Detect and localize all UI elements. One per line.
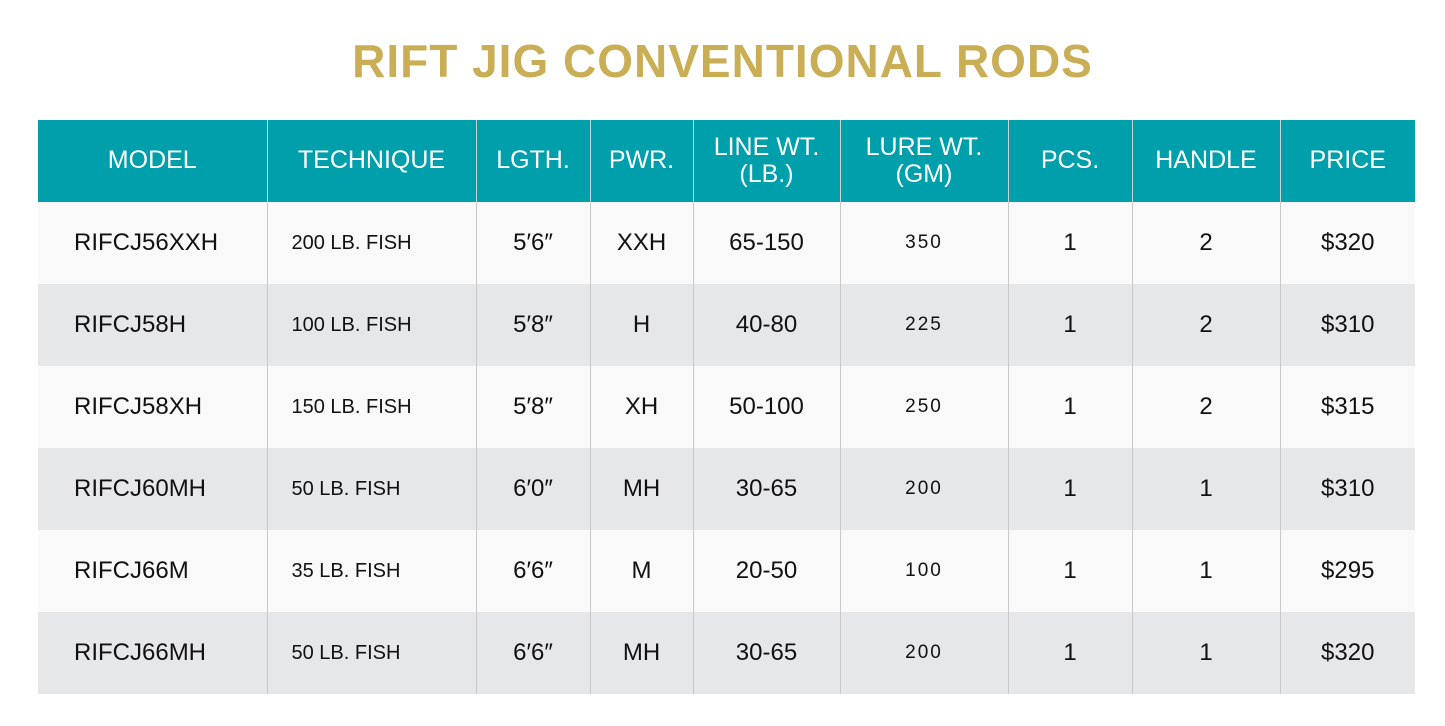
cell-handle: 2 [1131,284,1280,366]
cell-line-weight: 50-100 [692,366,840,448]
cell-lure-weight: 200 [839,448,1008,530]
cell-lure-weight: 100 [839,530,1008,612]
cell-model: RIFCJ56XXH [38,202,267,284]
cell-line-weight: 20-50 [692,530,840,612]
cell-handle: 2 [1131,366,1280,448]
cell-lure-weight: 250 [839,366,1008,448]
cell-handle: 1 [1131,612,1280,694]
table-row: RIFCJ60MH 50 LB. FISH 6′0″ MH 30-65 200 1 1 $310 [38,448,1415,530]
cell-pieces: 1 [1007,202,1132,284]
cell-handle: 1 [1131,448,1280,530]
cell-line-weight: 65-150 [692,202,840,284]
cell-technique: 50 LB. FISH [266,612,476,694]
cell-price: $310 [1279,284,1415,366]
column-header-line-weight: LINE WT. (LB.) [692,120,840,202]
cell-model: RIFCJ66MH [38,612,267,694]
cell-pieces: 1 [1007,448,1132,530]
column-header-price: PRICE [1279,120,1415,202]
table-row: RIFCJ58XH 150 LB. FISH 5′8″ XH 50-100 250 1 2 $3… [38,366,1415,448]
cell-power: XXH [589,202,693,284]
cell-length: 6′6″ [475,612,590,694]
page-title: RIFT JIG CONVENTIONAL RODS [352,35,1093,87]
cell-power: H [589,284,693,366]
cell-pieces: 1 [1007,530,1132,612]
cell-price: $320 [1279,612,1415,694]
cell-power: XH [589,366,693,448]
table-row: RIFCJ56XXH 200 LB. FISH 5′6″ XXH 65-150 350 1 2… [38,202,1415,284]
cell-line-weight: 30-65 [692,448,840,530]
rod-spec-table: MODEL TECHNIQUE LGTH. PWR. LINE WT. (LB.) LUR… [38,120,1415,694]
cell-handle: 1 [1131,530,1280,612]
table-header-row: MODEL TECHNIQUE LGTH. PWR. LINE WT. (LB.) LUR… [38,120,1415,202]
table-row: RIFCJ66M 35 LB. FISH 6′6″ M 20-50 100 1 1 $295 [38,530,1415,612]
column-header-technique: TECHNIQUE [266,120,476,202]
cell-line-weight: 40-80 [692,284,840,366]
column-header-handle: HANDLE [1131,120,1280,202]
cell-length: 5′8″ [475,366,590,448]
cell-lure-weight: 225 [839,284,1008,366]
cell-technique: 50 LB. FISH [266,448,476,530]
column-header-power: PWR. [589,120,693,202]
cell-length: 5′8″ [475,284,590,366]
cell-model: RIFCJ60MH [38,448,267,530]
cell-length: 6′6″ [475,530,590,612]
cell-line-weight: 30-65 [692,612,840,694]
table-row: RIFCJ66MH 50 LB. FISH 6′6″ MH 30-65 200 1 1 $320 [38,612,1415,694]
cell-price: $320 [1279,202,1415,284]
cell-model: RIFCJ58XH [38,366,267,448]
cell-pieces: 1 [1007,284,1132,366]
cell-technique: 100 LB. FISH [266,284,476,366]
column-header-pieces: PCS. [1007,120,1132,202]
cell-handle: 2 [1131,202,1280,284]
cell-power: MH [589,448,693,530]
cell-lure-weight: 350 [839,202,1008,284]
cell-technique: 35 LB. FISH [266,530,476,612]
cell-price: $315 [1279,366,1415,448]
column-header-model: MODEL [38,120,267,202]
cell-pieces: 1 [1007,612,1132,694]
cell-lure-weight: 200 [839,612,1008,694]
cell-length: 5′6″ [475,202,590,284]
table-row: RIFCJ58H 100 LB. FISH 5′8″ H 40-80 225 1 2 $310 [38,284,1415,366]
column-header-length: LGTH. [475,120,590,202]
cell-model: RIFCJ66M [38,530,267,612]
cell-power: MH [589,612,693,694]
cell-price: $295 [1279,530,1415,612]
cell-price: $310 [1279,448,1415,530]
cell-technique: 150 LB. FISH [266,366,476,448]
cell-power: M [589,530,693,612]
cell-model: RIFCJ58H [38,284,267,366]
cell-pieces: 1 [1007,366,1132,448]
column-header-lure-weight: LURE WT. (GM) [839,120,1008,202]
cell-length: 6′0″ [475,448,590,530]
cell-technique: 200 LB. FISH [266,202,476,284]
